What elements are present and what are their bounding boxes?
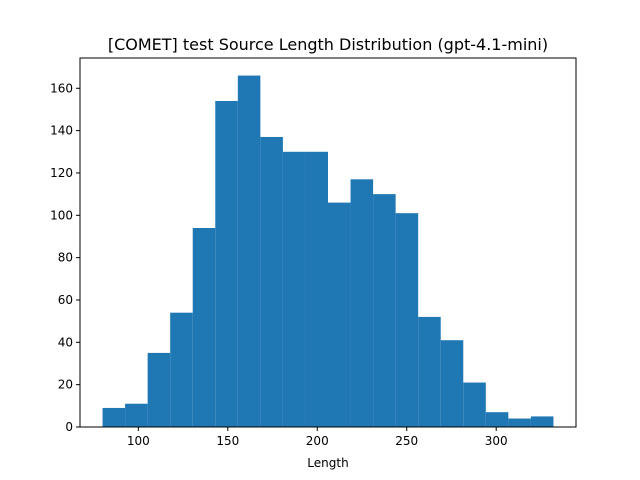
x-tick-label: 250 bbox=[395, 434, 418, 448]
histogram-bar-13 bbox=[395, 213, 419, 427]
histogram-bar-14 bbox=[418, 316, 441, 427]
y-tick-label: 140 bbox=[50, 124, 73, 138]
histogram-bar-9 bbox=[305, 151, 328, 427]
y-tick-label: 20 bbox=[58, 378, 73, 392]
histogram-bar-0 bbox=[102, 407, 126, 427]
histogram-bar-5 bbox=[215, 100, 238, 428]
histogram-bar-2 bbox=[147, 352, 171, 427]
x-tick-label: 100 bbox=[127, 434, 150, 448]
histogram-bar-19 bbox=[530, 416, 554, 427]
plot-frame bbox=[79, 57, 577, 428]
histogram-bar-4 bbox=[192, 227, 216, 427]
x-tick-label: 150 bbox=[216, 434, 239, 448]
histogram-bar-7 bbox=[260, 136, 283, 427]
y-tick-label: 120 bbox=[50, 166, 73, 180]
y-tick-label: 60 bbox=[58, 293, 73, 307]
histogram-bar-15 bbox=[440, 340, 464, 427]
histogram-bar-3 bbox=[170, 312, 193, 427]
histogram-bar-12 bbox=[373, 194, 396, 427]
x-tick-label: 300 bbox=[485, 434, 508, 448]
histogram-bar-10 bbox=[328, 202, 351, 427]
x-axis-label: Length bbox=[307, 456, 348, 470]
y-tick-label: 0 bbox=[65, 420, 73, 434]
y-axis-ticks: 0 20 40 60 80 100 120 140 160 bbox=[50, 81, 80, 434]
histogram-bar-1 bbox=[125, 403, 148, 427]
chart-title: [COMET] test Source Length Distribution … bbox=[108, 35, 548, 54]
bars-group bbox=[102, 75, 554, 428]
y-tick-label: 80 bbox=[58, 251, 73, 265]
histogram-bar-16 bbox=[463, 382, 486, 427]
histogram-bar-18 bbox=[508, 418, 531, 427]
histogram-bar-8 bbox=[282, 151, 306, 427]
x-axis-ticks: 100 150 200 250 300 bbox=[127, 427, 508, 448]
histogram-bar-6 bbox=[237, 75, 261, 428]
y-tick-label: 100 bbox=[50, 208, 73, 222]
y-tick-label: 40 bbox=[58, 335, 73, 349]
y-tick-label: 160 bbox=[50, 81, 73, 95]
histogram-bar-17 bbox=[485, 412, 509, 427]
histogram-bar-11 bbox=[350, 179, 374, 427]
x-tick-label: 200 bbox=[306, 434, 329, 448]
